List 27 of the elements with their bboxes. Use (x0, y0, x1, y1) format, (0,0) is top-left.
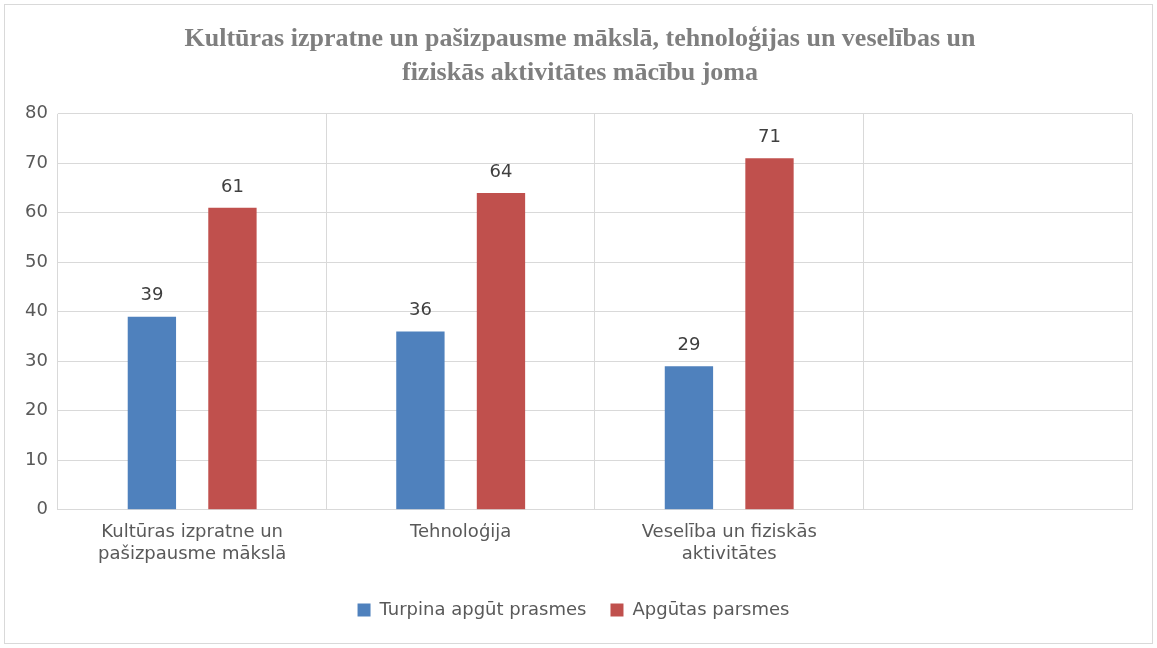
data-label: 64 (489, 159, 513, 181)
chart-title: Kultūras izpratne un pašizpausme mākslā, tehnoloģijas un veselības un fiziskās aktivitātes mācību joma (183, 22, 977, 88)
bar (745, 158, 794, 510)
data-label: 39 (140, 283, 164, 305)
bar (208, 207, 257, 510)
bar (396, 331, 445, 510)
y-tick-label: 60 (25, 200, 48, 222)
legend-label: Apgūtas parsmes (632, 597, 790, 619)
data-label: 29 (677, 332, 701, 354)
x-tick-label: Tehnoloģija (409, 520, 512, 542)
y-tick-label: 30 (25, 348, 48, 370)
data-label: 61 (220, 174, 244, 196)
y-tick-label: 20 (25, 398, 48, 420)
data-label: 36 (408, 298, 432, 320)
y-tick-label: 70 (25, 150, 48, 172)
legend-label: Turpina apgūt prasmes (378, 597, 587, 619)
x-tick-label: Kultūras izpratne un pašizpausme mākslā (98, 520, 287, 563)
data-label: 71 (758, 125, 781, 147)
bar (127, 316, 177, 510)
y-tick-label: 0 (36, 497, 48, 519)
y-tick-label: 10 (25, 447, 48, 469)
y-tick-label: 50 (25, 249, 48, 271)
y-tick-label: 40 (25, 299, 48, 321)
x-tick-label: Veselība un fiziskās aktivitātes (641, 520, 817, 563)
y-tick-label: 80 (25, 101, 48, 123)
bar (664, 366, 714, 510)
bar (476, 193, 526, 510)
